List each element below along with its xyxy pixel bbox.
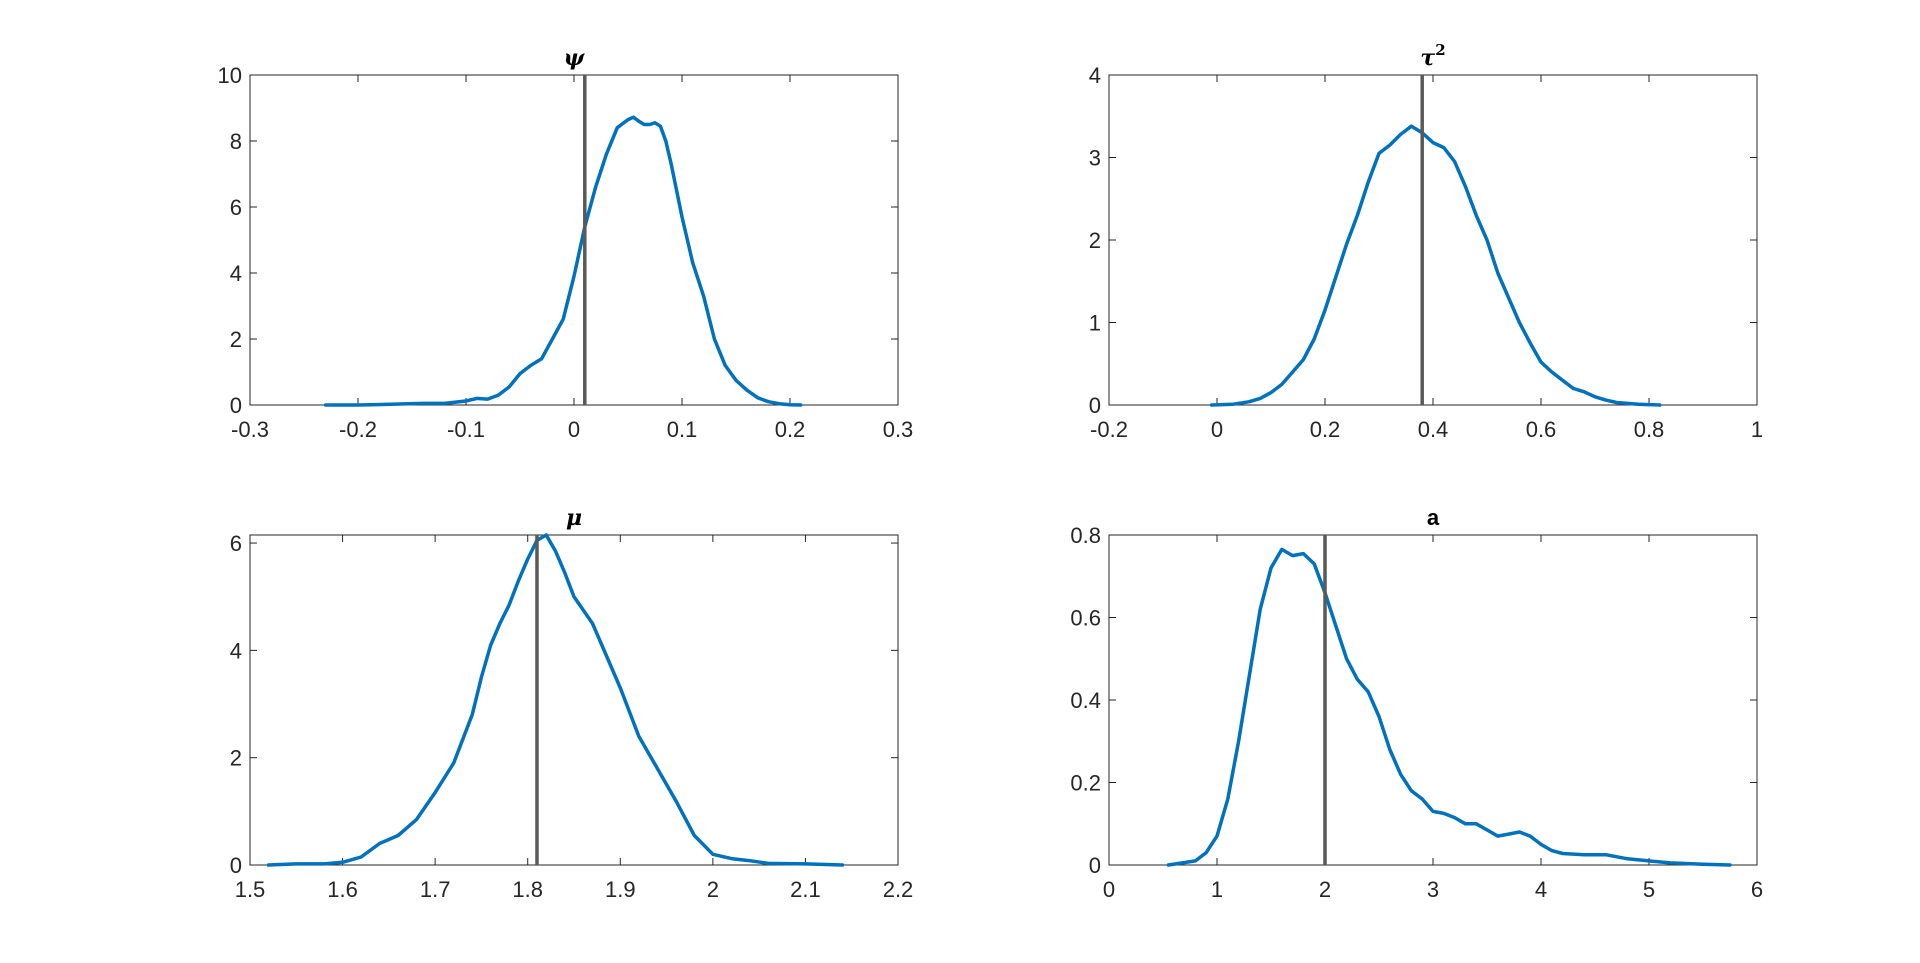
panel-title: ψ xyxy=(564,45,586,71)
y-tick-label: 0 xyxy=(1089,853,1101,878)
y-tick-label: 3 xyxy=(1089,146,1101,171)
x-tick-label: 0.8 xyxy=(1634,417,1665,442)
y-tick-label: 0.4 xyxy=(1070,688,1101,713)
x-tick-label: 0 xyxy=(568,417,580,442)
x-tick-label: -0.3 xyxy=(231,417,269,442)
panel-title-superscript: 2 xyxy=(1435,41,1445,59)
x-tick-label: 1 xyxy=(1751,417,1763,442)
panel-title-text: a xyxy=(1427,505,1440,530)
y-tick-label: 0.6 xyxy=(1070,606,1101,631)
panel-title-text: μ xyxy=(566,505,582,531)
x-tick-label: 2 xyxy=(1319,877,1331,902)
x-tick-label: 0.2 xyxy=(775,417,806,442)
y-tick-label: 0 xyxy=(1089,393,1101,418)
y-tick-label: 6 xyxy=(230,195,242,220)
a-panel: 0 1 2 3 4 5 6 0 0.2 0.4 0.6 0.8 a xyxy=(1070,505,1763,902)
x-tick-label: 1.8 xyxy=(512,877,543,902)
x-tick-label: 1 xyxy=(1211,877,1223,902)
x-tick-label: 0.4 xyxy=(1418,417,1449,442)
x-tick-label: 2 xyxy=(707,877,719,902)
y-tick-label: 0 xyxy=(230,393,242,418)
density-curve xyxy=(1166,547,1732,867)
x-tick-label: 0.6 xyxy=(1526,417,1557,442)
panel-title: a xyxy=(1427,505,1440,530)
x-tick-label: 2.2 xyxy=(883,877,914,902)
y-tick-label: 2 xyxy=(1089,228,1101,253)
y-tick-label: 0 xyxy=(230,853,242,878)
x-tick-label: 1.9 xyxy=(605,877,636,902)
axes-box xyxy=(1108,534,1758,866)
y-tick-label: 8 xyxy=(230,129,242,154)
mu-panel: 1.5 1.6 1.7 1.8 1.9 2 2.1 2.2 0 2 4 6 μ xyxy=(230,505,914,902)
density-curve xyxy=(323,115,803,407)
x-tick-label: 0.2 xyxy=(1310,417,1341,442)
x-tick-label: 0 xyxy=(1103,877,1115,902)
x-tick-label: 5 xyxy=(1643,877,1655,902)
y-tick-label: 4 xyxy=(230,261,242,286)
panel-title-text: τ xyxy=(1420,45,1435,71)
y-tick-label: 6 xyxy=(230,531,242,556)
x-tick-label: -0.1 xyxy=(447,417,485,442)
x-tick-label: 1.7 xyxy=(420,877,451,902)
y-tick-label: 2 xyxy=(230,746,242,771)
psi-panel: -0.3 -0.2 -0.1 0 0.1 0.2 0.3 0 2 4 6 8 10 ψ xyxy=(218,45,914,442)
panel-title: τ2 xyxy=(1420,41,1445,71)
x-tick-label: -0.2 xyxy=(339,417,377,442)
axes-box xyxy=(249,74,899,406)
y-tick-label: 4 xyxy=(230,638,242,663)
x-tick-label: 6 xyxy=(1751,877,1763,902)
x-tick-label: 4 xyxy=(1535,877,1547,902)
panel-title: μ xyxy=(566,505,582,531)
axes-box xyxy=(1108,74,1758,406)
x-tick-label: 3 xyxy=(1427,877,1439,902)
y-tick-label: 4 xyxy=(1089,63,1101,88)
x-tick-label: 1.6 xyxy=(327,877,358,902)
y-tick-label: 2 xyxy=(230,327,242,352)
x-tick-label: 0 xyxy=(1211,417,1223,442)
y-tick-label: 0.2 xyxy=(1070,771,1101,796)
x-tick-label: 1.5 xyxy=(235,877,266,902)
panel-title-text: ψ xyxy=(564,45,586,71)
axes-box xyxy=(249,534,899,866)
x-tick-label: 0.1 xyxy=(667,417,698,442)
x-tick-label: 0.3 xyxy=(883,417,914,442)
y-tick-label: 0.8 xyxy=(1070,523,1101,548)
y-tick-label: 1 xyxy=(1089,311,1101,336)
density-curve xyxy=(266,533,845,867)
density-curve xyxy=(1209,124,1662,407)
y-tick-label: 10 xyxy=(218,63,242,88)
x-tick-label: -0.2 xyxy=(1090,417,1128,442)
x-tick-label: 2.1 xyxy=(790,877,821,902)
